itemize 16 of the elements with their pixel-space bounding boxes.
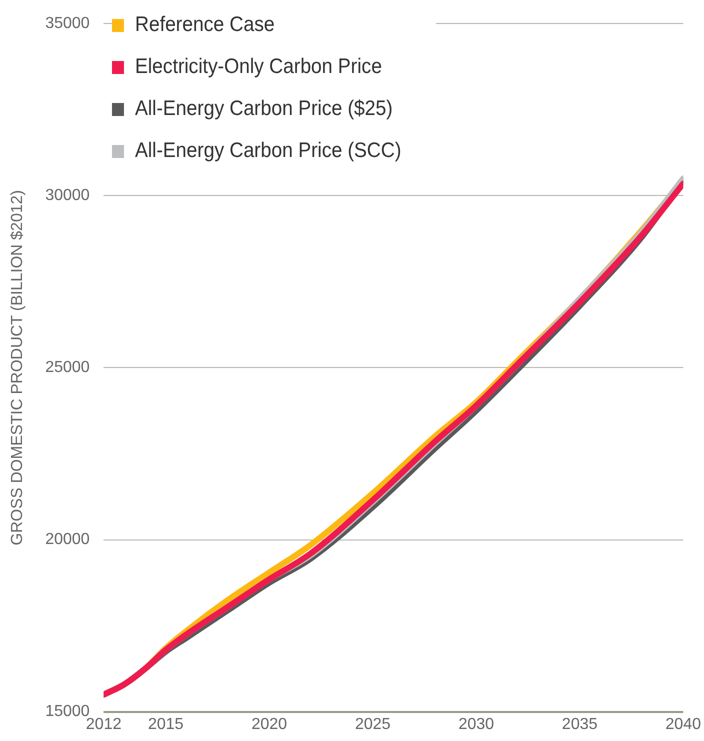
x-tick-label: 2012 (86, 716, 122, 733)
y-tick-label: 30000 (45, 187, 90, 204)
x-tick-label: 2040 (665, 716, 702, 733)
legend-label: All-Energy Carbon Price (SCC) (135, 139, 402, 163)
x-tick-label: 2035 (562, 716, 598, 733)
y-tick-label: 20000 (45, 531, 90, 548)
legend-label: All-Energy Carbon Price ($25) (135, 97, 393, 121)
y-tick-label: 25000 (45, 359, 90, 376)
x-tick-label: 2015 (148, 716, 184, 733)
x-tick-label: 2025 (354, 716, 391, 733)
y-axis-title: GROSS DOMESTIC PRODUCT (BILLION $2012) (9, 190, 26, 546)
legend-label: Reference Case (135, 13, 275, 37)
x-tick-label: 2020 (251, 716, 288, 733)
legend-label: Electricity-Only Carbon Price (135, 55, 382, 79)
y-tick-label: 35000 (45, 15, 90, 32)
x-tick-label: 2030 (458, 716, 494, 733)
